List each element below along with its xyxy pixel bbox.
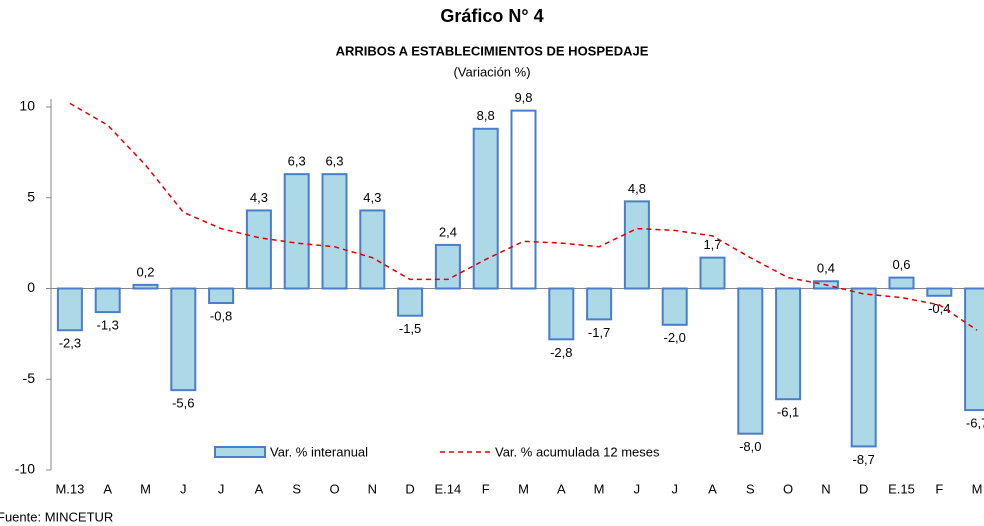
y-tick-label: 10 [19,98,35,114]
bar [850,287,877,448]
bar [94,287,121,314]
data-label: -5,6 [172,396,194,411]
x-tick-label: A [103,481,112,496]
x-tick-label: M.13 [55,481,84,496]
data-label: -2,8 [550,345,572,360]
data-label: -2,0 [663,330,685,345]
data-label: -6,7 [966,416,984,431]
data-label: 1,7 [703,237,721,252]
bar [661,287,688,326]
x-tick-label: E.14 [435,481,462,496]
x-tick-label: S [292,481,301,496]
bar [737,287,764,435]
bar [888,276,915,290]
bar [699,256,726,290]
y-tick-label: 0 [27,279,35,295]
x-tick-label: S [746,481,755,496]
bar [510,109,537,290]
x-tick-label: F [482,481,490,496]
data-label: 8,8 [477,108,495,123]
legend-label: Var. % interanual [270,444,368,459]
x-tick-label: A [708,481,717,496]
bar [472,127,499,290]
data-label: -0,8 [210,308,232,323]
x-tick-label: A [557,481,566,496]
bar [586,287,613,321]
unit-label: (Variación %) [453,64,530,79]
data-label: 6,3 [325,154,343,169]
source: Fuente: MINCETUR [0,509,113,524]
data-label: 9,8 [514,90,532,105]
bar [321,173,348,290]
bar [548,287,575,341]
x-tick-label: E.15 [888,481,915,496]
x-tick-label: J [218,481,225,496]
bar [132,283,159,290]
bar [283,173,310,290]
x-tick-label: D [859,481,868,496]
bar [964,287,984,412]
x-tick-label: J [180,481,187,496]
bar [623,200,650,290]
x-tick-label: M [594,481,605,496]
chart-subtitle: ARRIBOS A ESTABLECIMIENTOS DE HOSPEDAJE [336,43,649,58]
data-label: 4,3 [363,190,381,205]
data-label: -8,0 [739,439,761,454]
bar [434,243,461,290]
x-tick-label: J [634,481,641,496]
x-tick-label: O [783,481,793,496]
x-tick-label: N [821,481,830,496]
bar [208,287,235,305]
x-tick-label: N [368,481,377,496]
legend-label: Var. % acumulada 12 meses [495,444,660,459]
data-label: -6,1 [777,405,799,420]
data-label: -1,3 [96,318,118,333]
x-tick-label: M [140,481,151,496]
data-label: 4,8 [628,181,646,196]
chart-title: Gráfico N° 4 [440,6,543,26]
data-label: -1,7 [588,325,610,340]
data-label: -1,5 [399,321,421,336]
data-label: -2,3 [59,336,81,351]
data-label: 0,6 [892,257,910,272]
bar [56,287,83,332]
x-tick-label: O [329,481,339,496]
bar [397,287,424,317]
x-tick-label: M [518,481,529,496]
data-label: -0,4 [928,301,950,316]
y-tick-label: -5 [23,370,36,386]
bar [245,209,272,290]
line [69,102,978,331]
x-tick-label: M [972,481,983,496]
bar [359,209,386,290]
bar [170,287,197,392]
y-tick-label: 5 [27,188,35,204]
data-label: 0,4 [817,261,835,276]
x-tick-label: D [405,481,414,496]
x-tick-label: A [255,481,264,496]
data-label: 6,3 [288,154,306,169]
legend-swatch [214,446,266,458]
bar [775,287,802,401]
data-label: 2,4 [439,224,457,239]
bar [926,287,953,297]
y-tick-label: -10 [15,461,35,477]
data-label: 0,2 [136,264,154,279]
x-tick-label: F [935,481,943,496]
data-label: -8,7 [852,452,874,467]
x-tick-label: J [671,481,678,496]
data-label: 4,3 [250,190,268,205]
